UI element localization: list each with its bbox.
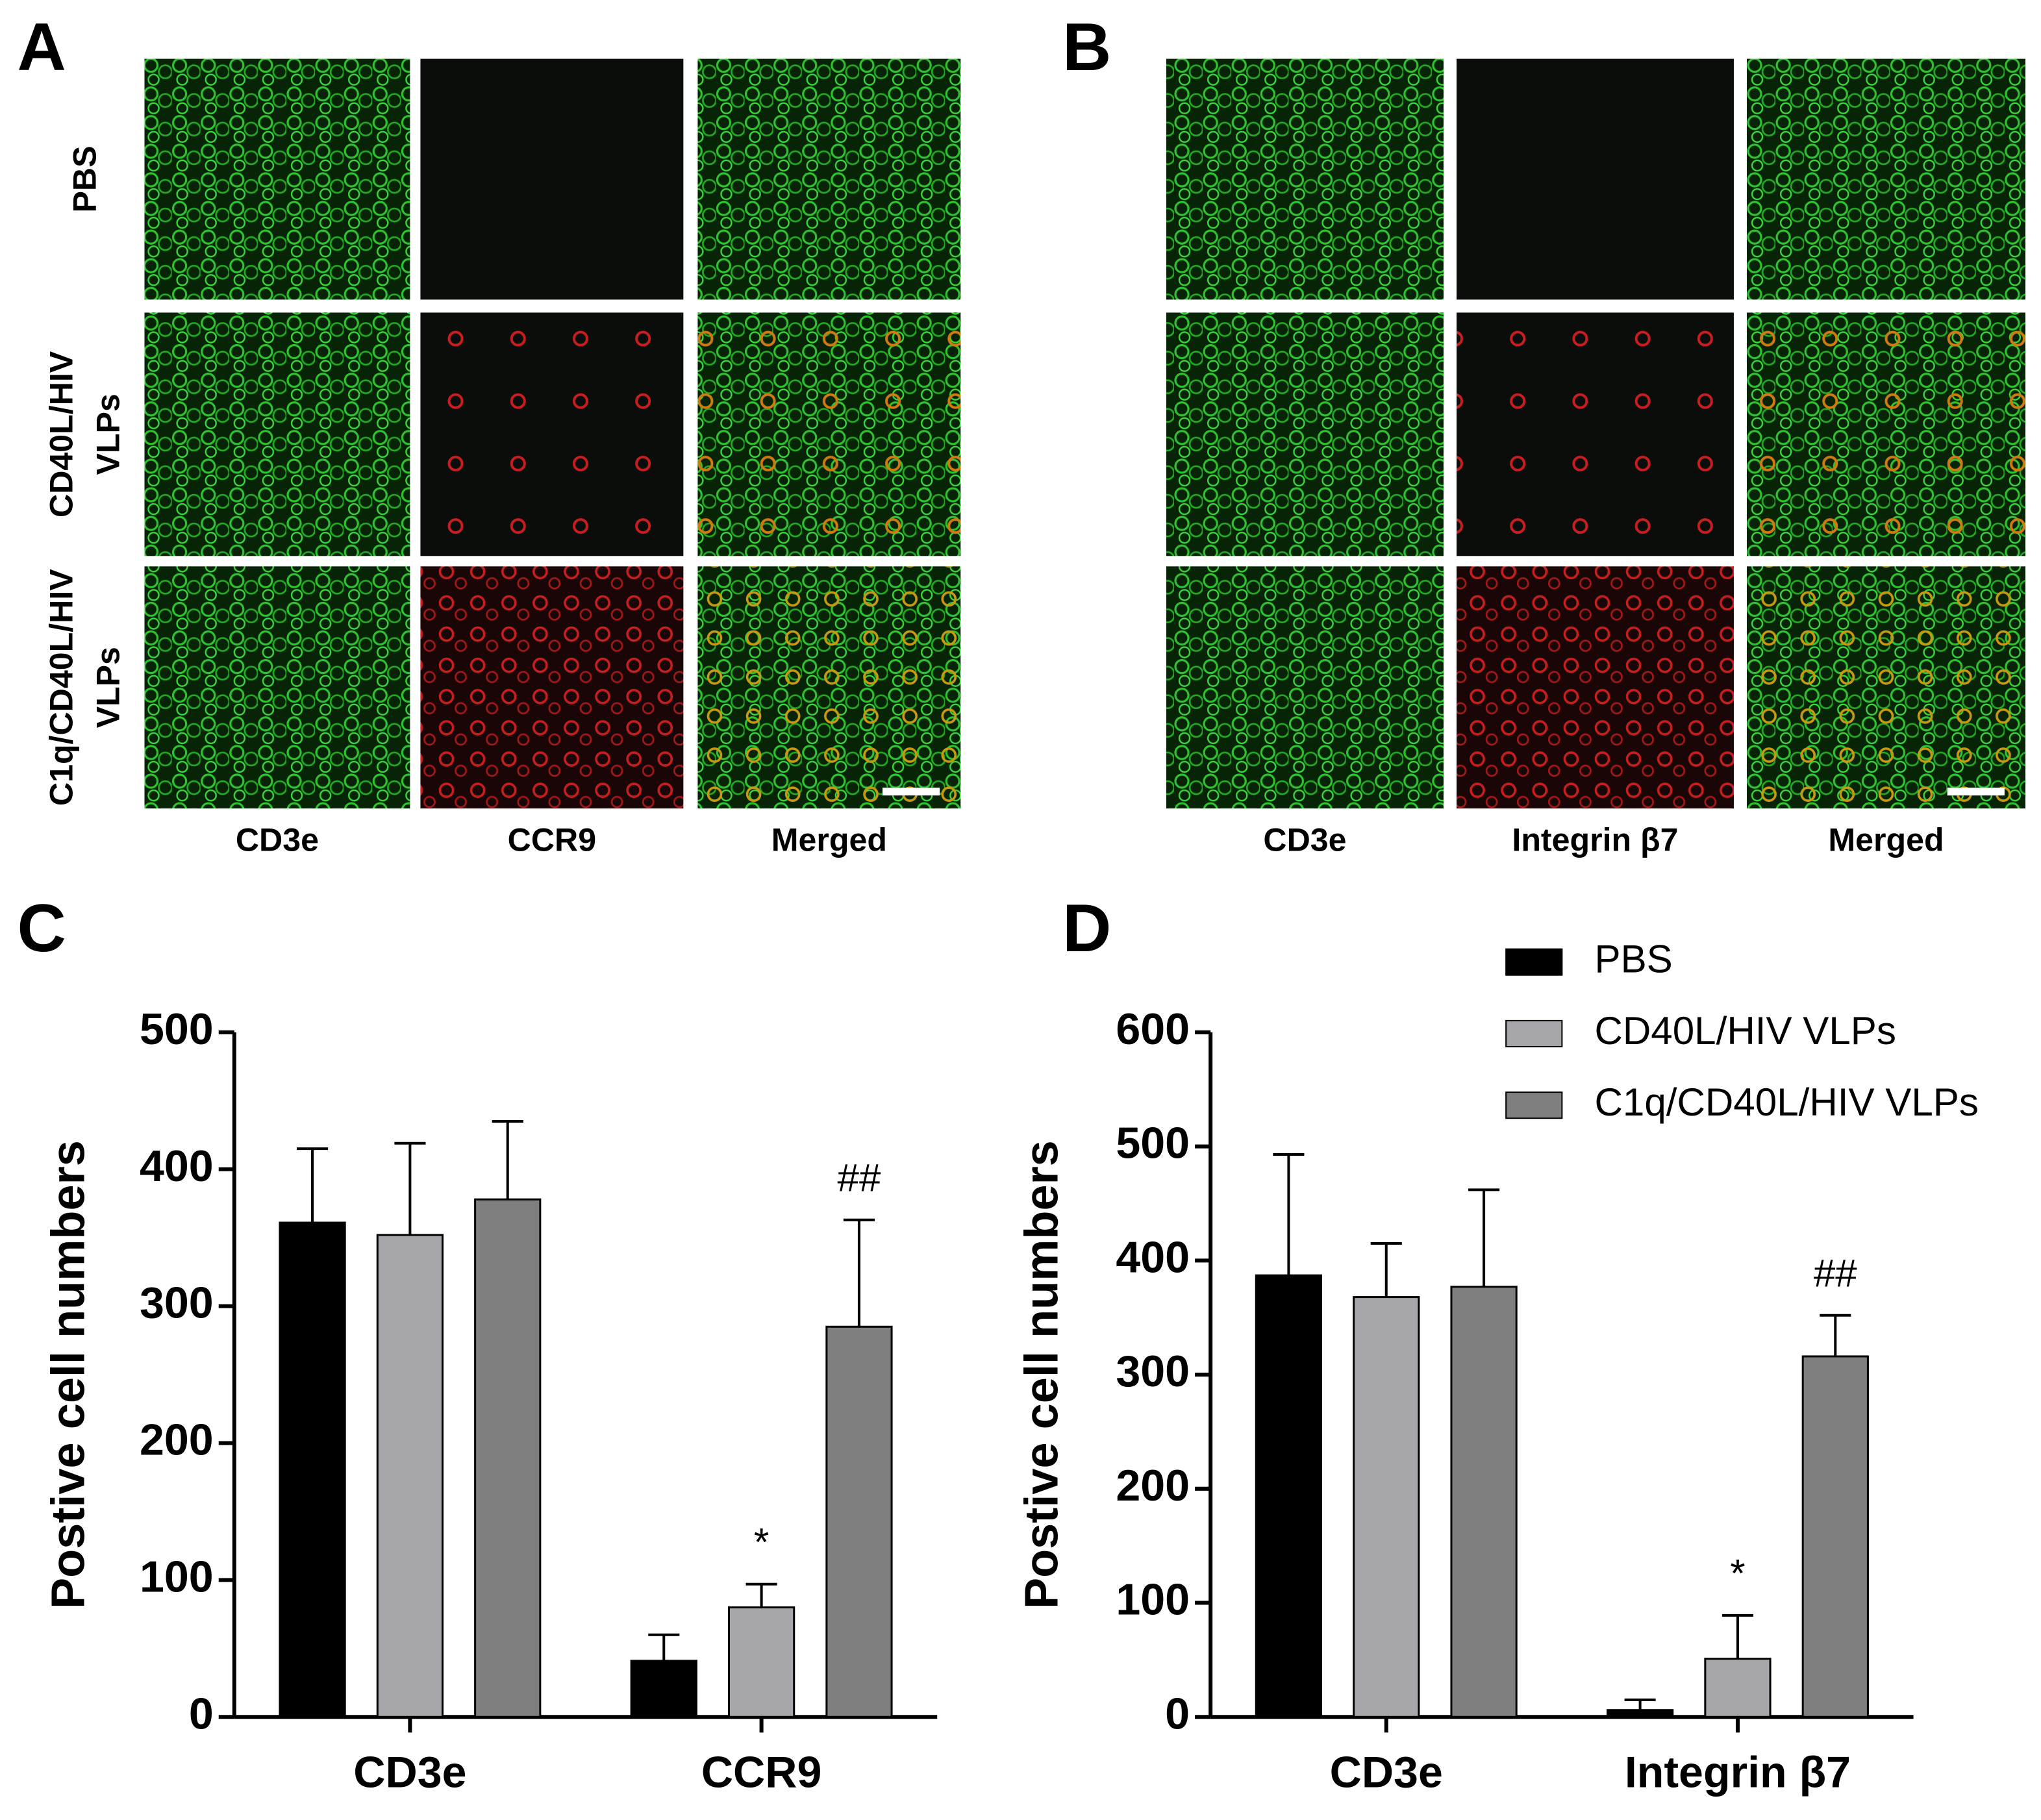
micrograph bbox=[1166, 58, 1444, 300]
significance-label: ## bbox=[1814, 1251, 1857, 1295]
column-label: Merged bbox=[1828, 822, 1944, 858]
y-tick-label: 600 bbox=[1116, 1004, 1190, 1054]
scale-bar bbox=[1947, 788, 2005, 796]
bar bbox=[825, 1325, 893, 1718]
bar bbox=[474, 1198, 542, 1718]
legend-label: CD40L/HIV VLPs bbox=[1594, 1009, 1896, 1053]
micrograph bbox=[420, 312, 684, 556]
micrograph bbox=[420, 58, 684, 300]
row-label: CD40L/HIV bbox=[43, 351, 79, 517]
micrograph bbox=[420, 566, 684, 809]
legend-label: C1q/CD40L/HIV VLPs bbox=[1594, 1080, 1979, 1124]
legend-swatch bbox=[1505, 1091, 1563, 1119]
micrograph-overlay bbox=[697, 312, 961, 556]
bar bbox=[279, 1221, 346, 1718]
row-label: C1q/CD40L/HIV bbox=[43, 569, 79, 806]
y-axis-label: Postive cell numbers bbox=[42, 1140, 94, 1609]
bar bbox=[1801, 1355, 1869, 1718]
bar bbox=[727, 1606, 795, 1718]
x-tick-label: Integrin β7 bbox=[1625, 1747, 1851, 1797]
bar bbox=[630, 1660, 697, 1718]
y-tick-label: 500 bbox=[1116, 1119, 1190, 1168]
significance-label: ## bbox=[838, 1156, 881, 1200]
row-label: PBS bbox=[67, 145, 103, 212]
micrograph bbox=[1456, 312, 1734, 556]
y-tick-label: 200 bbox=[140, 1415, 214, 1465]
y-tick-label: 300 bbox=[140, 1278, 214, 1328]
micrograph bbox=[1166, 312, 1444, 556]
panel-letter: C bbox=[18, 891, 66, 966]
column-label: CCR9 bbox=[508, 822, 596, 858]
legend-swatch bbox=[1505, 1019, 1563, 1047]
panel-letter: B bbox=[1062, 10, 1111, 85]
y-axis-label: Postive cell numbers bbox=[1016, 1140, 1068, 1609]
column-label: Integrin β7 bbox=[1512, 822, 1678, 858]
column-label: CD3e bbox=[236, 822, 319, 858]
row-label: VLPs bbox=[90, 647, 127, 728]
y-tick-label: 400 bbox=[140, 1141, 214, 1191]
micrograph bbox=[1746, 58, 2025, 300]
micrograph bbox=[1456, 566, 1734, 809]
micrograph bbox=[144, 566, 410, 809]
micrograph bbox=[144, 312, 410, 556]
column-label: CD3e bbox=[1263, 822, 1346, 858]
x-tick-label: CCR9 bbox=[701, 1747, 822, 1797]
bar bbox=[1255, 1274, 1323, 1718]
column-label: Merged bbox=[771, 822, 887, 858]
row-label: VLPs bbox=[90, 393, 127, 475]
micrograph-overlay bbox=[697, 566, 961, 809]
micrograph bbox=[144, 58, 410, 300]
y-tick-label: 400 bbox=[1116, 1232, 1190, 1282]
bar bbox=[1607, 1709, 1674, 1718]
x-tick-label: CD3e bbox=[1330, 1747, 1443, 1797]
micrograph bbox=[1166, 566, 1444, 809]
y-tick-label: 0 bbox=[189, 1689, 214, 1738]
significance-label: * bbox=[754, 1520, 769, 1564]
micrograph-overlay bbox=[1746, 566, 2025, 809]
x-tick-label: CD3e bbox=[353, 1747, 466, 1797]
micrograph-overlay bbox=[1746, 312, 2025, 556]
panel-letter: D bbox=[1062, 891, 1111, 966]
y-tick-label: 500 bbox=[140, 1004, 214, 1054]
bar bbox=[1450, 1286, 1518, 1718]
bar bbox=[1353, 1296, 1420, 1718]
y-tick-label: 0 bbox=[1165, 1689, 1190, 1738]
significance-label: * bbox=[1730, 1552, 1745, 1595]
panel-letter: A bbox=[18, 10, 66, 85]
scale-bar bbox=[883, 788, 940, 796]
y-tick-label: 300 bbox=[1116, 1347, 1190, 1396]
y-tick-label: 200 bbox=[1116, 1461, 1190, 1510]
y-tick-label: 100 bbox=[140, 1552, 214, 1601]
micrograph bbox=[1456, 58, 1734, 300]
micrograph bbox=[697, 58, 961, 300]
legend-swatch bbox=[1505, 948, 1563, 976]
bar bbox=[376, 1234, 444, 1718]
bar bbox=[1704, 1658, 1772, 1718]
y-tick-label: 100 bbox=[1116, 1575, 1190, 1625]
legend-label: PBS bbox=[1594, 938, 1672, 981]
